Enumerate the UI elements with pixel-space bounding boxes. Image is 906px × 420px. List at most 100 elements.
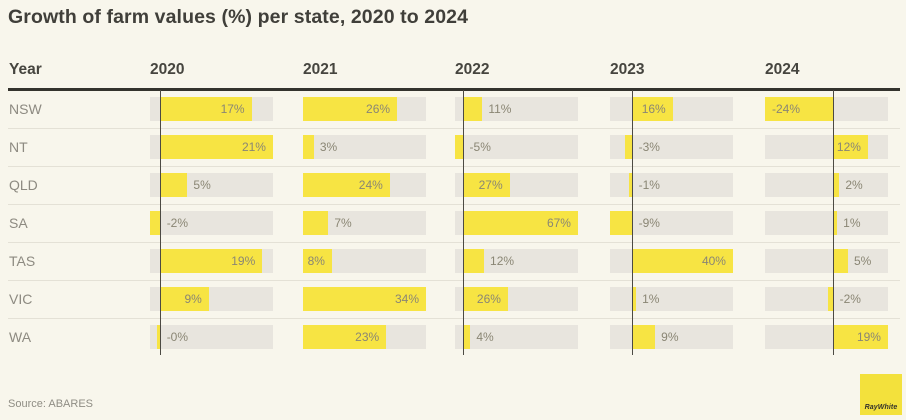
- bar-value-label-nsw-2021: 26%: [366, 102, 391, 116]
- bar-track-vic-2023: [610, 287, 733, 311]
- row-label-qld: QLD: [9, 177, 38, 193]
- bar-value-label-sa-2023: -9%: [638, 216, 660, 230]
- value-bar-nsw-2021: [303, 97, 398, 121]
- value-bar-wa-2020: [157, 325, 161, 349]
- bar-track-sa-2024: [765, 211, 888, 235]
- bar-value-label-nt-2024: 12%: [836, 140, 861, 154]
- value-bar-wa-2022: [463, 325, 471, 349]
- value-bar-tas-2024: [833, 249, 848, 273]
- value-bar-nt-2020: [160, 135, 273, 159]
- bar-track-wa-2022: [455, 325, 578, 349]
- zero-axis-line-2023: [631, 90, 634, 355]
- bar-value-label-nt-2020: 21%: [241, 140, 266, 154]
- bar-value-label-qld-2024: 2%: [845, 178, 863, 192]
- value-bar-tas-2020: [160, 249, 263, 273]
- bar-value-label-wa-2022: 4%: [476, 330, 494, 344]
- value-bar-sa-2021: [303, 211, 329, 235]
- value-bar-vic-2020: [160, 287, 209, 311]
- bar-track-wa-2020: [150, 325, 273, 349]
- raywhite-logo-text: RayWhite: [864, 404, 898, 411]
- value-bar-nsw-2022: [463, 97, 483, 121]
- value-bar-nsw-2020: [160, 97, 252, 121]
- value-bar-vic-2021: [303, 287, 426, 311]
- row-separator: [8, 242, 900, 243]
- value-bar-qld-2022: [463, 173, 510, 197]
- zero-axis-line-2020: [159, 90, 162, 355]
- bar-value-label-vic-2020: 9%: [184, 292, 202, 306]
- value-bar-wa-2024: [833, 325, 888, 349]
- bar-value-label-qld-2022: 27%: [478, 178, 503, 192]
- row-separator: [8, 204, 900, 205]
- bar-track-nt-2021: [303, 135, 426, 159]
- row-label-sa: SA: [9, 215, 28, 231]
- row-label-nt: NT: [9, 139, 28, 155]
- value-bar-wa-2021: [303, 325, 387, 349]
- value-bar-nt-2024: [833, 135, 868, 159]
- bar-value-label-vic-2023: 1%: [642, 292, 660, 306]
- zero-axis-line-2024: [832, 90, 835, 355]
- value-bar-tas-2022: [463, 249, 485, 273]
- bar-value-label-nsw-2023: 16%: [641, 102, 666, 116]
- value-bar-vic-2022: [463, 287, 508, 311]
- value-bar-vic-2024: [827, 287, 834, 311]
- bar-value-label-nsw-2020: 17%: [220, 102, 245, 116]
- bar-value-label-sa-2024: 1%: [843, 216, 861, 230]
- bar-value-label-tas-2021: 8%: [307, 254, 325, 268]
- bar-value-label-nt-2022: -5%: [469, 140, 491, 154]
- row-separator: [8, 128, 900, 129]
- value-bar-tas-2021: [303, 249, 332, 273]
- header-rule: [8, 88, 900, 91]
- bar-value-label-vic-2021: 34%: [394, 292, 419, 306]
- bar-value-label-vic-2024: -2%: [839, 292, 861, 306]
- bar-track-wa-2023: [610, 325, 733, 349]
- bar-value-label-nt-2023: -3%: [638, 140, 660, 154]
- column-header-2023: 2023: [610, 61, 645, 78]
- value-bar-qld-2020: [160, 173, 188, 197]
- value-bar-qld-2024: [833, 173, 840, 197]
- bar-track-tas-2024: [765, 249, 888, 273]
- bar-value-label-wa-2020: -0%: [166, 330, 189, 344]
- bar-value-label-nsw-2022: 11%: [488, 102, 512, 116]
- value-bar-nt-2021: [303, 135, 314, 159]
- row-label-vic: VIC: [9, 291, 33, 307]
- bar-track-sa-2020: [150, 211, 273, 235]
- bar-value-label-sa-2020: -2%: [166, 216, 189, 230]
- value-bar-nsw-2024: [765, 97, 834, 121]
- value-bar-sa-2024: [833, 211, 838, 235]
- chart-title: Growth of farm values (%) per state, 202…: [8, 6, 469, 28]
- bar-value-label-sa-2022: 67%: [546, 216, 571, 230]
- value-bar-nt-2022: [455, 135, 464, 159]
- bar-value-label-qld-2021: 24%: [358, 178, 383, 192]
- bar-value-label-sa-2021: 7%: [334, 216, 352, 230]
- column-header-2020: 2020: [150, 61, 185, 78]
- source-note: Source: ABARES: [8, 398, 93, 410]
- row-label-nsw: NSW: [9, 101, 42, 117]
- value-bar-sa-2020: [150, 211, 161, 235]
- bar-value-label-wa-2024: 19%: [856, 330, 881, 344]
- row-separator: [8, 280, 900, 281]
- value-bar-qld-2023: [629, 173, 633, 197]
- bar-value-label-nt-2021: 3%: [319, 140, 338, 154]
- bar-track-qld-2024: [765, 173, 888, 197]
- bar-value-label-qld-2020: 5%: [193, 178, 211, 192]
- bar-value-label-tas-2020: 19%: [231, 254, 256, 268]
- column-header-2021: 2021: [303, 61, 338, 78]
- value-bar-qld-2021: [303, 173, 390, 197]
- bar-track-nt-2024: [765, 135, 888, 159]
- raywhite-logo: RayWhite: [860, 374, 902, 415]
- column-header-2024: 2024: [765, 61, 800, 78]
- row-separator: [8, 166, 900, 167]
- value-bar-sa-2022: [463, 211, 578, 235]
- bar-track-nt-2022: [455, 135, 578, 159]
- value-bar-wa-2023: [632, 325, 656, 349]
- row-label-wa: WA: [9, 329, 32, 345]
- bar-value-label-tas-2023: 40%: [701, 254, 726, 268]
- row-separator: [8, 318, 900, 319]
- bar-value-label-wa-2023: 9%: [661, 330, 679, 344]
- bar-value-label-vic-2022: 26%: [476, 292, 501, 306]
- bar-track-vic-2024: [765, 287, 888, 311]
- value-bar-vic-2023: [632, 287, 637, 311]
- bar-value-label-tas-2022: 12%: [490, 254, 515, 268]
